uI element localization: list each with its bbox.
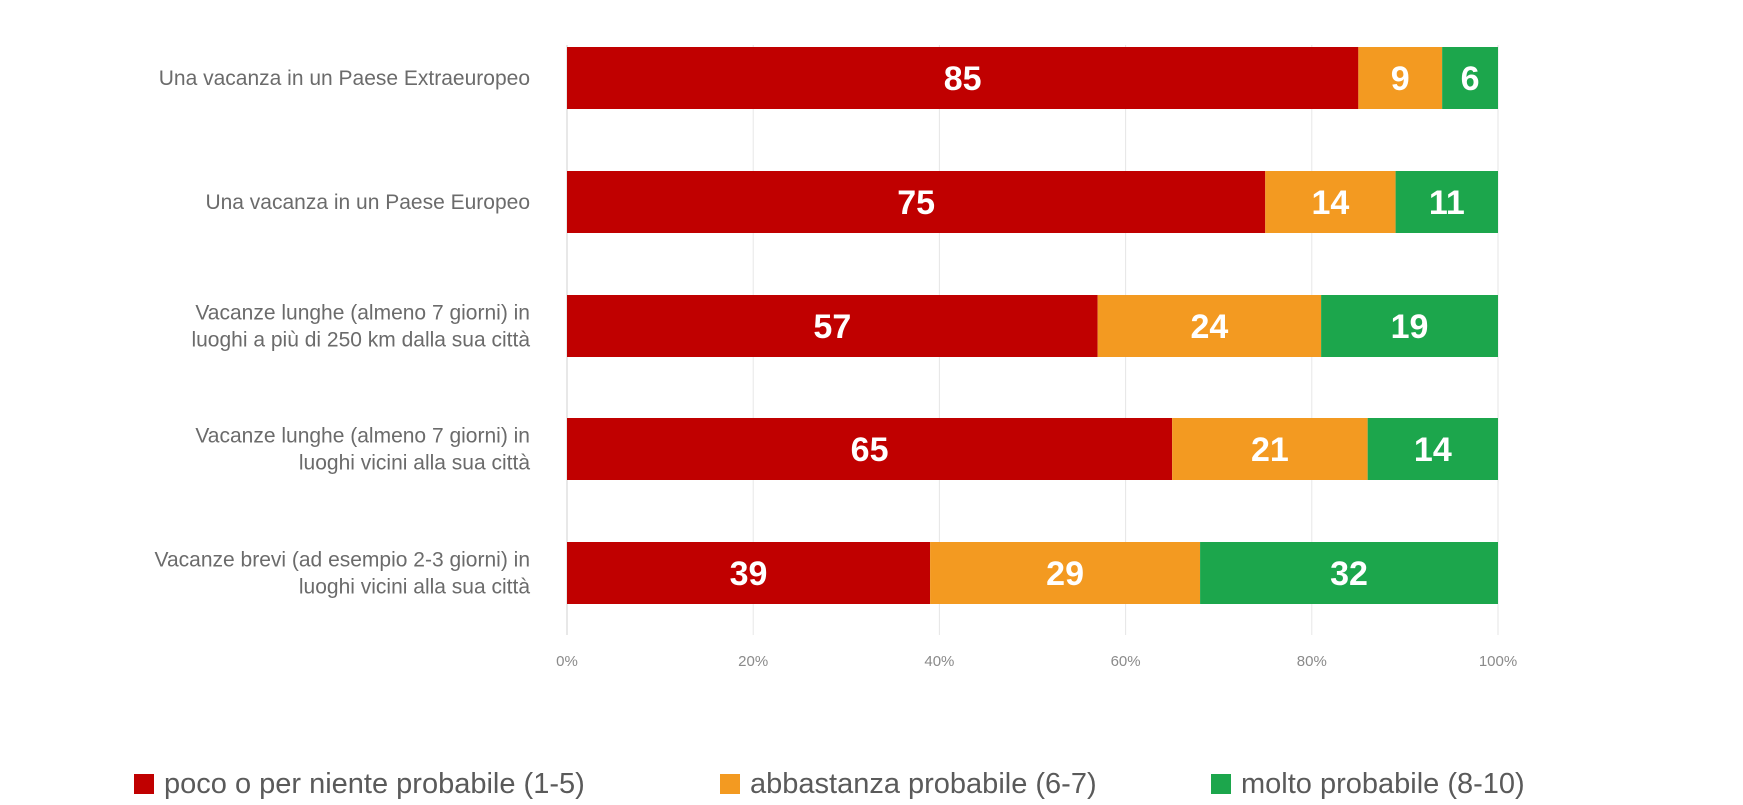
- bar-value-label: 85: [944, 60, 982, 98]
- x-tick-label: 80%: [1297, 653, 1327, 670]
- legend-label: poco o per niente probabile (1-5): [164, 768, 585, 800]
- x-tick-label: 0%: [556, 653, 578, 670]
- bar-segment: [567, 295, 1098, 357]
- bar-value-label: 65: [851, 431, 889, 469]
- bar-segment: [1200, 542, 1498, 604]
- x-tick-label: 60%: [1111, 653, 1141, 670]
- bar-segment: [567, 171, 1266, 233]
- bar-segment: [1358, 47, 1443, 109]
- bar-segment: [1097, 295, 1322, 357]
- bar-value-label: 24: [1190, 308, 1228, 346]
- legend-swatch: [1211, 774, 1231, 794]
- bar-value-label: 6: [1461, 60, 1480, 98]
- category-label: luoghi vicini alla sua città: [299, 576, 530, 599]
- bars: 85 9 6 75 14 11 57 24 19 65 21 14 39 29 32: [567, 47, 1498, 604]
- bar-value-label: 9: [1391, 60, 1410, 98]
- legend-label: molto probabile (8-10): [1241, 768, 1525, 800]
- x-tick-label: 40%: [924, 653, 954, 670]
- bar-value-label: 57: [813, 308, 851, 346]
- category-label: Vacanze lunghe (almeno 7 giorni) in: [195, 425, 530, 448]
- bar-value-label: 29: [1046, 555, 1084, 593]
- x-tick-label: 100%: [1479, 653, 1517, 670]
- category-label: luoghi vicini alla sua città: [299, 452, 530, 475]
- bar-value-label: 21: [1251, 431, 1289, 469]
- bar-value-label: 14: [1312, 184, 1350, 222]
- bar-segment: [1395, 171, 1498, 233]
- bar-segment: [1367, 418, 1498, 480]
- legend-label: abbastanza probabile (6-7): [750, 768, 1097, 800]
- x-axis-ticks: 0% 20% 40% 60% 80% 100%: [556, 653, 1517, 670]
- bar-value-label: 19: [1391, 308, 1429, 346]
- category-label: luoghi a più di 250 km dalla sua città: [191, 329, 530, 352]
- bar-segment: [567, 542, 931, 604]
- bar-value-label: 32: [1330, 555, 1368, 593]
- category-label: Vacanze lunghe (almeno 7 giorni) in: [195, 302, 530, 325]
- bar-segment: [1265, 171, 1396, 233]
- category-labels: Una vacanza in un Paese Extraeuropeo Una …: [155, 67, 531, 599]
- bar-segment: [1321, 295, 1498, 357]
- bar-value-label: 11: [1429, 184, 1465, 222]
- legend-swatch: [134, 774, 154, 794]
- x-tick-label: 20%: [738, 653, 768, 670]
- legend-swatch: [720, 774, 740, 794]
- legend: poco o per niente probabile (1-5) abbasta…: [134, 768, 1525, 800]
- bar-value-label: 39: [730, 555, 768, 593]
- bar-segment: [567, 47, 1359, 109]
- category-label: Una vacanza in un Paese Europeo: [205, 191, 530, 214]
- category-label: Vacanze brevi (ad esempio 2-3 giorni) in: [155, 549, 530, 572]
- bar-value-label: 75: [897, 184, 935, 222]
- bar-segment: [567, 418, 1173, 480]
- category-label: Una vacanza in un Paese Extraeuropeo: [159, 67, 530, 90]
- bar-segment: [930, 542, 1201, 604]
- bar-value-label: 14: [1414, 431, 1452, 469]
- bar-segment: [1172, 418, 1368, 480]
- bar-segment: [1442, 47, 1498, 109]
